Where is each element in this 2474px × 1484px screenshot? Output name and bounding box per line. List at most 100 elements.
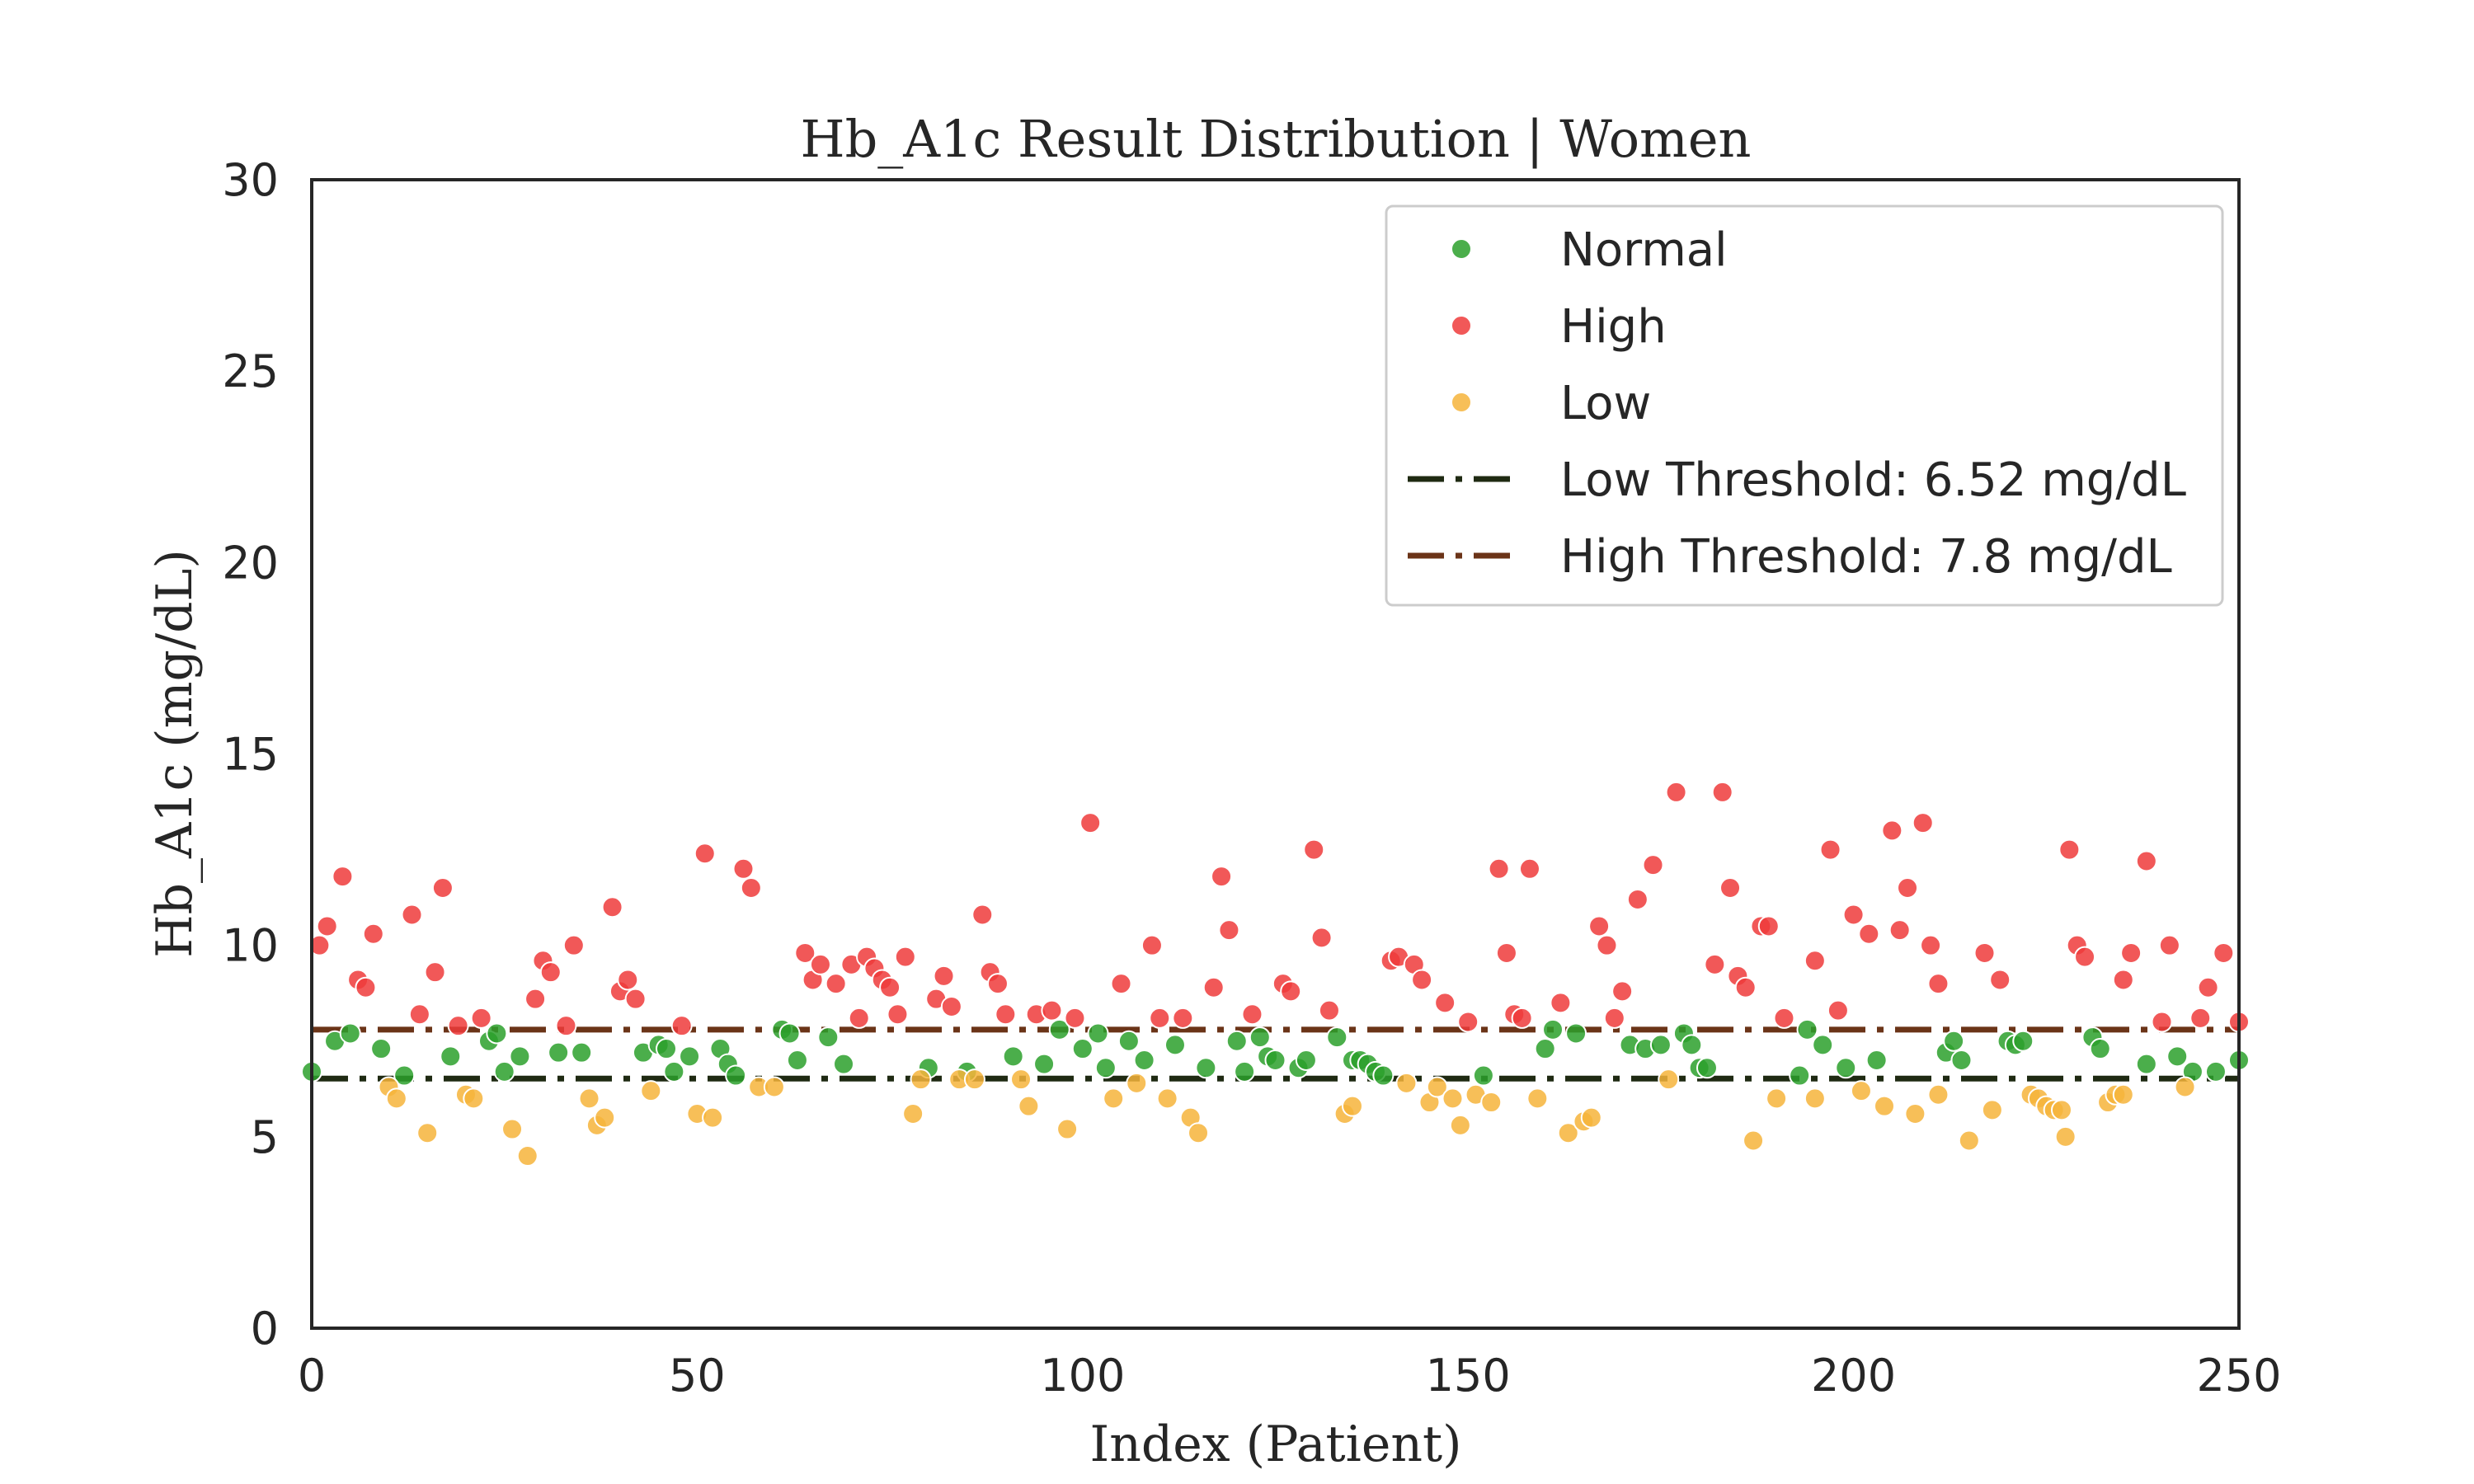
normal-point [339, 1022, 361, 1045]
high-point [1912, 812, 1934, 834]
x-tick-label: 250 [2196, 1350, 2281, 1402]
high-point [848, 1007, 870, 1029]
low-point [1018, 1095, 1040, 1117]
normal-point [1865, 1049, 1888, 1071]
low-point [1580, 1106, 1602, 1129]
y-tick-label: 30 [222, 154, 279, 206]
low-point [1981, 1099, 2003, 1121]
low-point [578, 1087, 600, 1110]
high-point [1897, 877, 1919, 899]
low-point [763, 1076, 785, 1098]
low-point [1927, 1083, 1950, 1106]
high-point [2074, 946, 2096, 968]
high-point [308, 934, 331, 956]
normal-point [1472, 1064, 1494, 1087]
high-point [732, 857, 755, 880]
high-point [447, 1015, 469, 1037]
low-point [385, 1087, 407, 1110]
high-point [1704, 953, 1726, 975]
normal-point [778, 1022, 801, 1045]
high-point [986, 973, 1009, 995]
high-point [1842, 904, 1865, 926]
chart-title: Hb_A1c Result Distribution | Women [801, 109, 1752, 169]
high-point [1411, 969, 1433, 991]
high-point [2158, 934, 2180, 956]
normal-point [1681, 1034, 1703, 1056]
high-point [1149, 1007, 1171, 1029]
x-axis-label: Index (Patient) [1090, 1416, 1462, 1473]
high-point [1434, 992, 1456, 1014]
normal-point [509, 1045, 531, 1068]
high-point [694, 843, 716, 865]
high-point [601, 896, 623, 918]
low-point [1743, 1129, 1765, 1152]
high-point [431, 877, 454, 899]
normal-point [817, 1026, 840, 1049]
low-point [1850, 1080, 1872, 1102]
low-point [1873, 1095, 1895, 1117]
legend-label-threshold-0: Low Threshold: 6.52 mg/dL [1560, 453, 2186, 507]
high-point [1920, 934, 1942, 956]
high-point [1719, 877, 1742, 899]
low-point [1188, 1122, 1210, 1144]
high-point [2151, 1011, 2173, 1033]
x-tick-label: 200 [1811, 1350, 1896, 1402]
high-point [1603, 1007, 1625, 1029]
normal-point [2166, 1045, 2189, 1068]
normal-point [1789, 1064, 1811, 1087]
low-point [594, 1106, 616, 1129]
high-point [401, 904, 423, 926]
high-point [1218, 919, 1240, 942]
normal-point [786, 1049, 808, 1071]
data-points [301, 781, 2250, 1167]
low-point [516, 1145, 539, 1167]
low-point [1442, 1087, 1464, 1110]
high-point [1773, 1007, 1795, 1029]
legend-marker-high [1451, 315, 1472, 336]
normal-point [663, 1060, 685, 1082]
high-point [408, 1003, 430, 1026]
normal-point [2012, 1030, 2034, 1052]
high-point [470, 1007, 492, 1029]
low-point [463, 1087, 485, 1110]
high-point [2197, 976, 2219, 998]
high-point [1495, 942, 1517, 964]
low-point [902, 1102, 924, 1125]
high-point [1110, 973, 1132, 995]
normal-point [656, 1038, 678, 1060]
high-point [2112, 969, 2134, 991]
normal-point [2135, 1053, 2157, 1075]
normal-point [679, 1045, 701, 1068]
plot-frame [310, 178, 2241, 1330]
normal-point [1002, 1045, 1024, 1068]
high-point [1141, 934, 1163, 956]
high-point [1064, 1007, 1086, 1029]
high-point [1927, 973, 1950, 995]
high-point [2135, 850, 2157, 872]
legend-box [1385, 204, 2224, 607]
low-point [1010, 1068, 1032, 1091]
high-point [524, 988, 547, 1010]
normal-point [2204, 1060, 2227, 1082]
low-point [2174, 1076, 2196, 1098]
high-point [1665, 781, 1687, 803]
normal-point [833, 1053, 855, 1075]
high-point [1202, 976, 1225, 998]
low-point [1103, 1087, 1125, 1110]
high-point [933, 965, 955, 987]
normal-point [1649, 1034, 1672, 1056]
high-point [1280, 980, 1302, 1003]
normal-point [1565, 1022, 1587, 1045]
high-point [1888, 919, 1911, 942]
high-point [1488, 857, 1510, 880]
low-point [2112, 1083, 2134, 1106]
y-tick-label: 10 [222, 920, 279, 972]
high-point [1511, 1007, 1533, 1029]
high-point [740, 877, 762, 899]
normal-point [1326, 1026, 1348, 1049]
high-point [539, 961, 562, 984]
normal-point [1195, 1057, 1217, 1079]
high-point [1611, 980, 1634, 1003]
high-point [1973, 942, 1996, 964]
